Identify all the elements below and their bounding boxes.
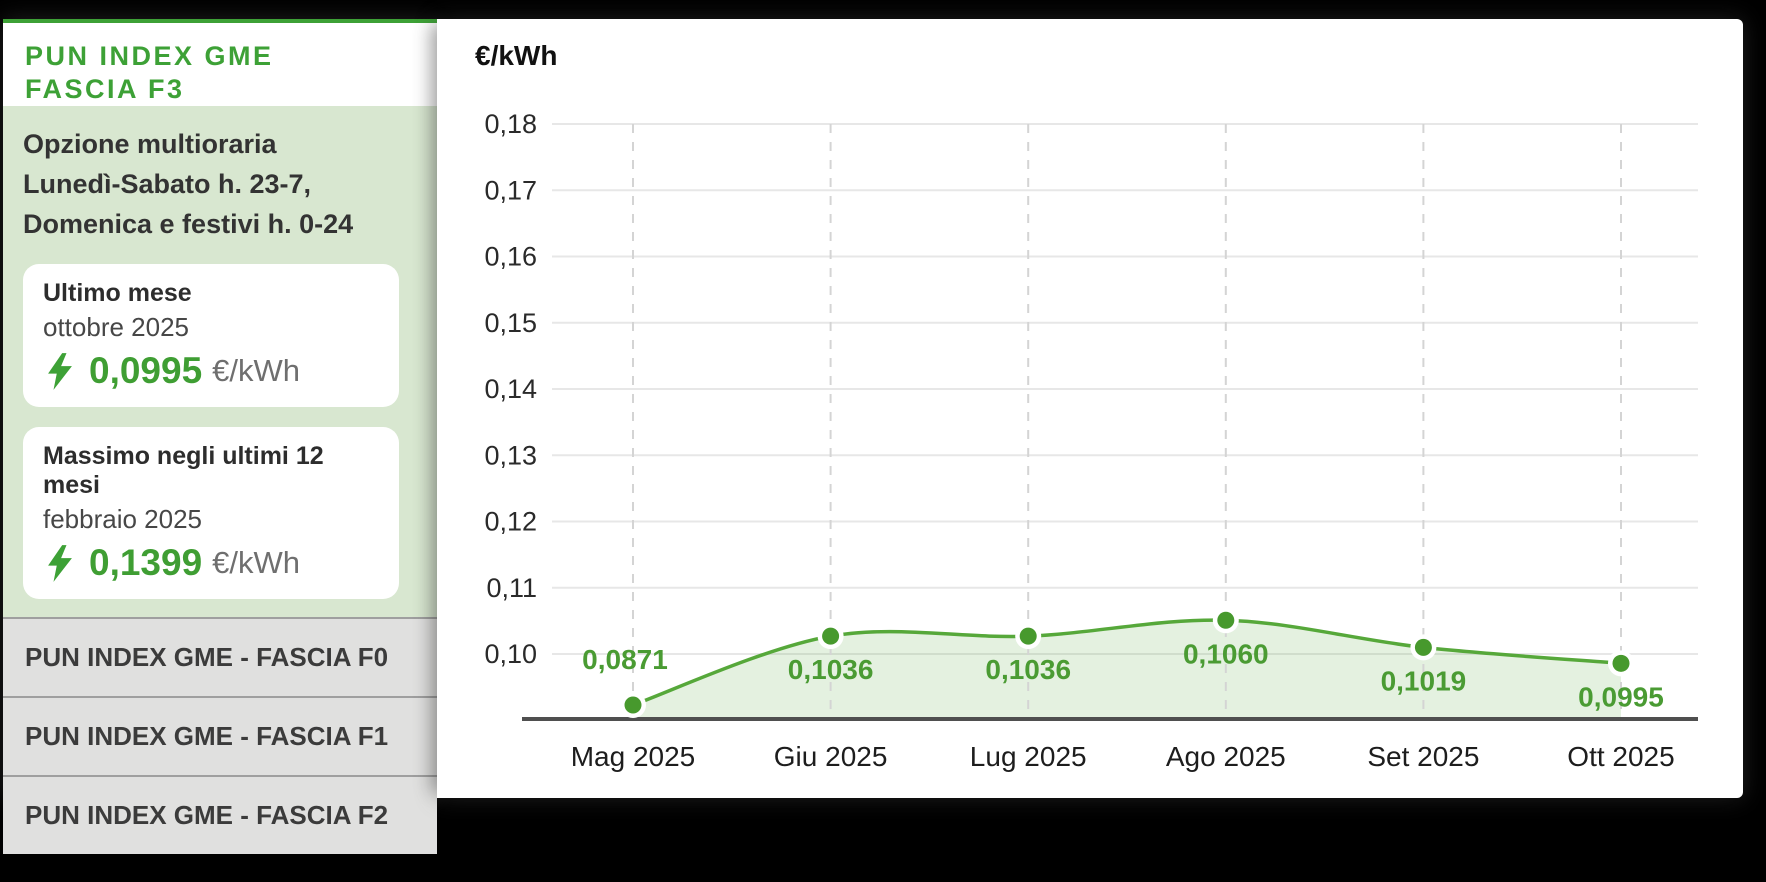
lightning-bolt-icon [48, 352, 72, 390]
page-title: PUN INDEX GME FASCIA F3 [3, 23, 437, 106]
x-tick-label: Lug 2025 [970, 741, 1087, 772]
sidebar: PUN INDEX GME FASCIA F3 Opzione multiora… [3, 19, 437, 854]
y-tick-label: 0,10 [484, 639, 537, 669]
x-tick-label: Ago 2025 [1166, 741, 1286, 772]
page-title-line1: PUN INDEX GME [25, 41, 274, 71]
trend-line [631, 618, 1623, 707]
stat-period: febbraio 2025 [43, 504, 203, 534]
lightning-bolt-icon [48, 544, 72, 582]
y-tick-label: 0,13 [484, 440, 537, 470]
fascia-link-f1[interactable]: PUN INDEX GME - FASCIA F1 [3, 696, 437, 775]
point-value-label: 0,0995 [1578, 681, 1664, 712]
y-axis-unit-label: €/kWh [475, 40, 557, 71]
data-point [1217, 611, 1235, 629]
option-note: Opzione multioraria Lunedì-Sabato h. 23-… [23, 124, 417, 244]
stat-card-last-month: Ultimo mese ottobre 2025 0,0995 €/kWh [23, 264, 399, 407]
stat-value-row: 0,0995 €/kWh [43, 348, 379, 394]
fascia-link-f0[interactable]: PUN INDEX GME - FASCIA F0 [3, 617, 437, 696]
fascia-link-f2[interactable]: PUN INDEX GME - FASCIA F2 [3, 775, 437, 854]
y-tick-label: 0,15 [484, 308, 537, 338]
point-value-label: 0,1019 [1381, 665, 1467, 696]
y-tick-label: 0,11 [486, 573, 537, 603]
option-panel: Opzione multioraria Lunedì-Sabato h. 23-… [3, 106, 437, 617]
data-point [624, 696, 642, 714]
y-tick-label: 0,17 [484, 175, 537, 205]
stat-period: ottobre 2025 [43, 312, 190, 342]
option-note-line: Domenica e festivi h. 0-24 [23, 209, 354, 239]
data-point [1019, 627, 1037, 645]
option-note-line: Lunedì-Sabato h. 23-7, [23, 169, 312, 199]
x-tick-label: Mag 2025 [571, 741, 696, 772]
option-note-line: Opzione multioraria [23, 129, 277, 159]
y-tick-label: 0,12 [484, 507, 537, 537]
x-tick-label: Giu 2025 [774, 741, 888, 772]
chart-panel: €/kWh 0,18 0,17 0,16 0,15 0,14 0,13 0,12 0,11 0,1… [437, 19, 1743, 798]
page-title-line2: FASCIA F3 [25, 74, 185, 104]
data-point [1414, 638, 1432, 656]
x-tick-label: Set 2025 [1367, 741, 1479, 772]
point-value-label: 0,1060 [1183, 638, 1269, 669]
x-tick-label: Ott 2025 [1567, 741, 1674, 772]
stat-title: Ultimo mese [43, 279, 192, 307]
point-value-label: 0,0871 [582, 644, 668, 675]
point-value-label: 0,1036 [985, 654, 1071, 685]
stat-value: 0,1399 [89, 542, 203, 583]
stat-unit: €/kWh [212, 545, 301, 580]
y-tick-label: 0,16 [484, 242, 537, 272]
point-value-label: 0,1036 [788, 654, 874, 685]
fascia-list: PUN INDEX GME - FASCIA F0 PUN INDEX GME … [3, 617, 437, 854]
stat-title: Massimo negli ultimi 12 mesi [43, 442, 324, 499]
data-point [822, 627, 840, 645]
y-tick-label: 0,18 [484, 109, 537, 139]
stat-unit: €/kWh [212, 353, 301, 388]
data-point [1612, 654, 1630, 672]
stat-value-row: 0,1399 €/kWh [43, 540, 379, 586]
area-fill [633, 620, 1621, 719]
stat-value: 0,0995 [89, 350, 203, 391]
y-tick-label: 0,14 [484, 374, 537, 404]
price-chart: €/kWh 0,18 0,17 0,16 0,15 0,14 0,13 0,12 0,11 0,1… [475, 40, 1698, 772]
stat-card-12-month-max: Massimo negli ultimi 12 mesi febbraio 20… [23, 427, 399, 599]
